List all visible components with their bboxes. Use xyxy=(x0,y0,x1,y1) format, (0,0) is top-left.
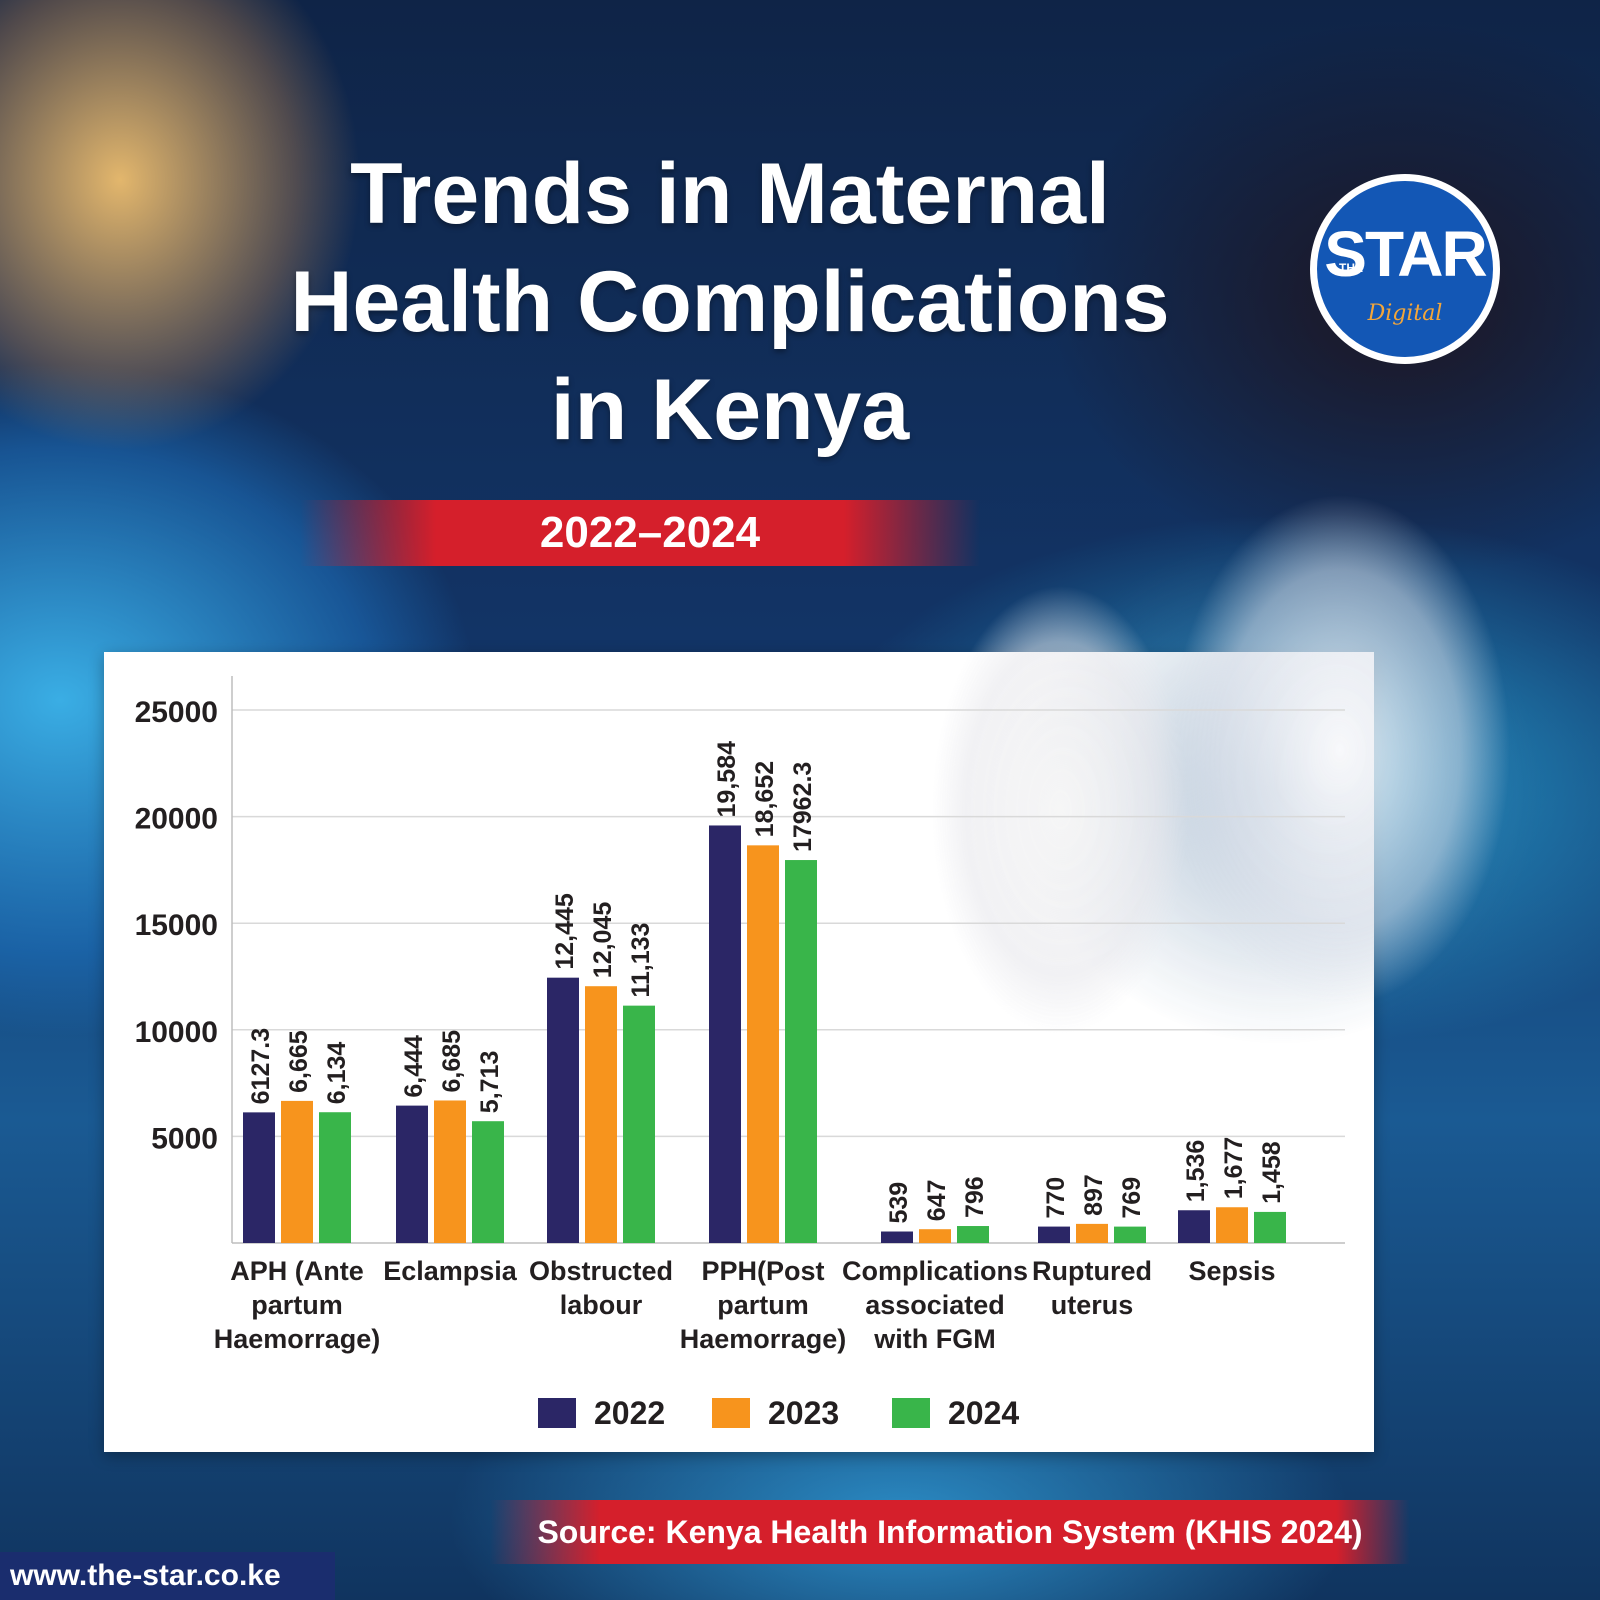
category-label: associated xyxy=(865,1290,1005,1320)
data-label: 796 xyxy=(961,1176,989,1218)
title-line-2: Health Complications xyxy=(290,254,1170,350)
legend-label-2022: 2022 xyxy=(594,1395,665,1431)
the-star-logo: THE STAR Digital xyxy=(1310,174,1500,364)
y-tick-label: 20000 xyxy=(135,803,218,836)
data-label: 12,445 xyxy=(551,893,579,970)
bar-2023 xyxy=(585,986,617,1243)
category-label: uterus xyxy=(1051,1290,1134,1320)
bar-2023 xyxy=(1076,1223,1108,1243)
bar-2024 xyxy=(472,1121,504,1243)
data-label: 6,685 xyxy=(438,1030,466,1093)
category-label: Sepsis xyxy=(1188,1256,1275,1286)
y-tick-label: 10000 xyxy=(135,1016,218,1049)
category-label: Obstructed xyxy=(529,1256,673,1286)
category-label: with FGM xyxy=(873,1324,995,1354)
bar-2022 xyxy=(881,1231,913,1243)
title-line-1: Trends in Maternal xyxy=(350,146,1110,242)
url-band xyxy=(0,1552,335,1600)
bar-2024 xyxy=(623,1005,655,1243)
data-label: 6,665 xyxy=(285,1030,313,1093)
data-label: 770 xyxy=(1042,1177,1070,1219)
category-label: APH (Ante xyxy=(230,1256,364,1286)
logo-digital-text: Digital xyxy=(1367,301,1443,326)
page-title: Trends in Maternal Health Complications … xyxy=(150,140,1310,464)
data-label: 647 xyxy=(923,1179,951,1221)
bar-2024 xyxy=(785,860,817,1243)
category-label: partum xyxy=(717,1290,809,1320)
bar-2022 xyxy=(1038,1226,1070,1243)
bar-2023 xyxy=(434,1100,466,1243)
data-label: 11,133 xyxy=(627,923,655,998)
legend-swatch-2022 xyxy=(538,1398,576,1428)
category-label: partum xyxy=(251,1290,343,1320)
bar-2022 xyxy=(396,1105,428,1243)
source-band xyxy=(490,1500,1410,1564)
data-label: 5,713 xyxy=(476,1051,504,1114)
logo-the-text: THE xyxy=(1339,261,1363,275)
category-label: PPH(Post xyxy=(701,1256,824,1286)
website-url: www.the-star.co.ke xyxy=(10,1559,281,1592)
bar-2023 xyxy=(919,1229,951,1243)
y-tick-label: 15000 xyxy=(135,909,218,942)
category-label: Haemorrage) xyxy=(214,1324,381,1354)
bar-2022 xyxy=(1178,1210,1210,1243)
bar-2024 xyxy=(957,1226,989,1243)
data-label: 1,458 xyxy=(1258,1141,1286,1204)
data-label: 19,584 xyxy=(713,741,741,818)
data-label: 1,677 xyxy=(1220,1137,1248,1200)
y-tick-label: 25000 xyxy=(135,696,218,729)
background-photo xyxy=(860,470,1600,1110)
bar-2024 xyxy=(319,1112,351,1243)
data-label: 6127.3 xyxy=(247,1028,275,1104)
logo-badge: THE STAR Digital xyxy=(1317,181,1493,357)
title-line-3: in Kenya xyxy=(550,362,910,458)
data-label: 6,134 xyxy=(323,1042,351,1105)
category-label: Haemorrage) xyxy=(680,1324,847,1354)
bar-2022 xyxy=(547,977,579,1243)
y-tick-label: 5000 xyxy=(151,1122,218,1155)
data-label: 769 xyxy=(1118,1177,1146,1219)
data-label: 6,444 xyxy=(400,1035,428,1098)
legend-label-2023: 2023 xyxy=(768,1395,839,1431)
category-label: labour xyxy=(560,1290,643,1320)
source-label: Source: Kenya Health Information System … xyxy=(537,1514,1363,1550)
category-label: Eclampsia xyxy=(383,1256,518,1286)
data-label: 897 xyxy=(1080,1174,1108,1216)
data-label: 12,045 xyxy=(589,902,617,979)
bar-2023 xyxy=(1216,1207,1248,1243)
data-label: 539 xyxy=(885,1182,913,1224)
legend-swatch-2024 xyxy=(892,1398,930,1428)
bar-2023 xyxy=(747,845,779,1243)
bar-2023 xyxy=(281,1100,313,1243)
data-label: 18,652 xyxy=(751,761,779,837)
legend-label-2024: 2024 xyxy=(948,1395,1019,1431)
category-label: Complications xyxy=(842,1256,1028,1286)
data-label: 1,536 xyxy=(1182,1140,1210,1203)
logo-star-text: STAR xyxy=(1324,218,1487,290)
legend-swatch-2023 xyxy=(712,1398,750,1428)
category-label: Ruptured xyxy=(1032,1256,1152,1286)
bar-2024 xyxy=(1114,1226,1146,1243)
bar-2024 xyxy=(1254,1211,1286,1243)
bar-2022 xyxy=(243,1112,275,1243)
data-label: 17962.3 xyxy=(789,762,817,852)
bar-2022 xyxy=(709,825,741,1243)
period-label: 2022–2024 xyxy=(539,508,761,557)
